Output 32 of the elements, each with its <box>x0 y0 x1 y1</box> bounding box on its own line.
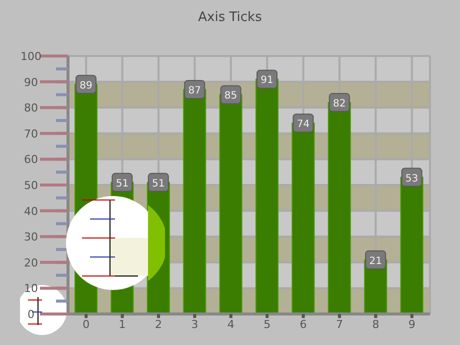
y-tick-label: 90 <box>24 76 38 89</box>
y-tick-label: 60 <box>24 153 38 166</box>
x-tick-label: 0 <box>82 318 90 331</box>
data-label: 85 <box>224 90 238 102</box>
data-label: 51 <box>152 178 165 190</box>
y-tick-label: 40 <box>24 204 38 218</box>
data-label: 89 <box>80 80 92 92</box>
y-tick-label: 0 <box>28 308 34 321</box>
data-label: 53 <box>405 173 418 184</box>
x-tick-label: 6 <box>300 318 307 331</box>
data-label: 74 <box>296 119 310 130</box>
y-tick-label: 100 <box>20 50 42 63</box>
x-tick-label: 1 <box>118 318 126 331</box>
x-tick-label: 2 <box>155 318 162 331</box>
y-tick-label: 20 <box>24 256 38 270</box>
y-tick-label: 10 <box>24 282 38 296</box>
data-label: 21 <box>369 256 382 267</box>
x-tick-label: 4 <box>227 318 234 331</box>
y-tick-label: 80 <box>24 102 38 115</box>
data-label: 51 <box>116 178 129 190</box>
data-label: 91 <box>260 75 274 86</box>
data-label: 82 <box>333 98 346 110</box>
y-tick-label: 30 <box>24 230 38 244</box>
x-tick-label: 8 <box>372 318 380 331</box>
x-tick-label: 7 <box>336 318 343 331</box>
data-label: 87 <box>188 86 201 97</box>
y-tick-label: 70 <box>24 127 38 140</box>
x-tick-label: 5 <box>264 318 271 331</box>
x-tick-label: 3 <box>191 318 198 331</box>
y-tick-label: 50 <box>24 179 38 192</box>
x-tick-label: 9 <box>408 318 416 331</box>
chart-title: Axis Ticks <box>197 10 263 25</box>
